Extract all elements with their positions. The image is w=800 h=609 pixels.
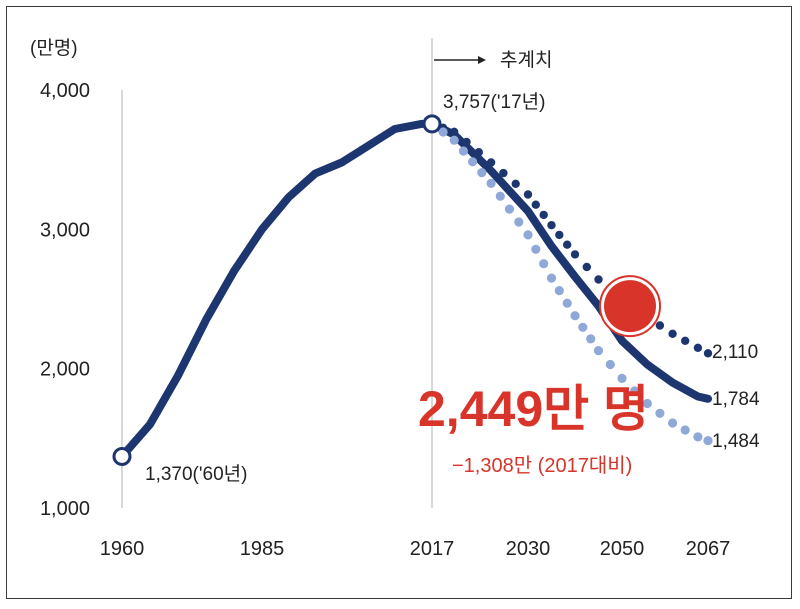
series-dot-dotted-high — [511, 179, 520, 188]
series-dot-dotted-low — [578, 322, 588, 332]
series-dot-dotted-high — [531, 200, 540, 209]
series-dot-dotted-high — [523, 190, 533, 199]
series-dot-dotted-low — [546, 273, 557, 283]
peak-marker — [422, 114, 442, 134]
series-dot-dotted-high — [668, 329, 677, 338]
series-dot-dotted-low — [539, 259, 549, 269]
series-dot-dotted-low — [570, 311, 580, 321]
x-tick-label: 2067 — [686, 538, 731, 560]
series-dot-dotted-low — [617, 373, 627, 383]
headline-value: 2,449만 명 — [418, 381, 649, 437]
projection-label: 추계치 — [500, 49, 552, 71]
start-marker — [112, 446, 132, 466]
series-dot-dotted-low — [642, 398, 652, 409]
chart-frame — [6, 6, 792, 599]
series-dot-dotted-high — [681, 336, 690, 345]
series-dot-dotted-low — [438, 127, 448, 137]
series-dot-dotted-low — [593, 346, 604, 356]
x-tick-label: 1985 — [240, 538, 285, 560]
series-dot-dotted-high — [499, 168, 508, 178]
series-dot-dotted-low — [562, 298, 572, 308]
series-dot-dotted-low — [630, 386, 640, 396]
series-dot-dotted-low — [504, 204, 515, 214]
series-dot-dotted-low — [680, 425, 690, 435]
peak-label: 3,757('17년) — [443, 91, 545, 113]
series-dot-dotted-high — [539, 210, 548, 220]
series-dot-dotted-low — [586, 334, 596, 344]
series-dot-dotted-low — [495, 191, 505, 201]
series-dot-dotted-high — [570, 250, 580, 259]
series-dot-dotted-high — [594, 275, 603, 284]
end-label-low: 1,484 — [712, 431, 760, 452]
series-dot-dotted-high — [693, 343, 703, 352]
series-dot-dotted-low — [523, 230, 533, 240]
unit-label: (만명) — [30, 37, 78, 59]
y-tick-label: 3,000 — [40, 219, 90, 241]
series-dot-dotted-high — [555, 230, 564, 240]
series-dot-dotted-high — [474, 148, 483, 157]
projection-arrow-head — [478, 56, 486, 64]
highlight-dot — [604, 280, 656, 333]
series-dot-dotted-high — [486, 158, 496, 167]
series-dot-dotted-low — [531, 244, 541, 254]
series-dot-dotted-high — [563, 240, 572, 249]
headline-sub: −1,308만 (2017대비) — [452, 454, 632, 477]
y-tick-label: 2,000 — [40, 359, 90, 381]
x-tick-label: 2030 — [506, 538, 551, 560]
series-dot-dotted-low — [477, 168, 487, 178]
series-dot-dotted-low — [655, 408, 665, 418]
axis-ticks: 1,000 2,000 3,000 4,000 1960 1985 2017 2030 2050… — [40, 80, 730, 560]
series-dot-dotted-low — [468, 157, 478, 167]
x-tick-label: 1960 — [100, 538, 145, 560]
series-dot-dotted-low — [458, 146, 468, 156]
y-tick-label: 1,000 — [40, 498, 90, 520]
series-dot-dotted-low — [703, 436, 713, 446]
markers-group — [112, 114, 661, 466]
series-dot-dotted-low — [514, 217, 524, 227]
series-dot-dotted-high — [582, 262, 591, 272]
series-dot-dotted-low — [449, 135, 459, 145]
series-dot-dotted-low — [554, 286, 564, 296]
series-dot-dotted-low — [693, 432, 703, 442]
series-dot-dotted-high — [462, 137, 471, 147]
series-dot-dotted-high — [655, 321, 665, 330]
end-label-high: 2,110 — [712, 342, 758, 363]
series-dot-dotted-low — [486, 178, 496, 188]
end-label-mid: 1,784 — [712, 389, 760, 410]
y-tick-label: 4,000 — [40, 80, 90, 102]
series-dot-dotted-low — [605, 359, 615, 370]
series-dot-dotted-low — [668, 418, 678, 428]
series-dot-dotted-high — [703, 349, 713, 358]
x-tick-label: 2017 — [410, 538, 455, 560]
x-tick-label: 2050 — [600, 538, 645, 560]
series-dot-dotted-high — [547, 221, 556, 230]
start-label: 1,370('60년) — [145, 463, 247, 485]
series-dot-dotted-high — [450, 127, 459, 136]
